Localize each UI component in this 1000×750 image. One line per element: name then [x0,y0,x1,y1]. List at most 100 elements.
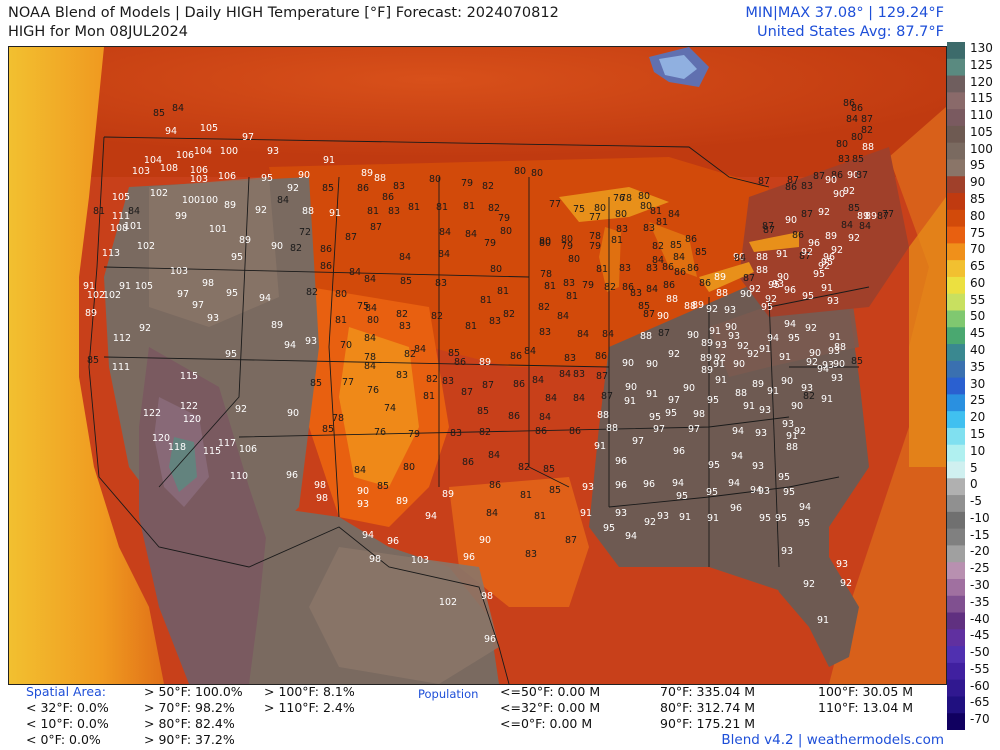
temperature-label: 91 [821,283,833,294]
temperature-label: 72 [299,227,311,238]
colorbar-swatch [947,293,965,311]
temperature-label: 88 [606,423,618,434]
temperature-label: 94 [817,364,829,375]
temperature-label: 102 [87,290,105,301]
temperature-label: 85 [695,247,707,258]
lake-erie [699,262,754,292]
temperature-label: 79 [582,280,594,291]
colorbar-label: 50 [970,309,986,324]
temperature-label: 88 [666,294,678,305]
temperature-label: 86 [569,426,581,437]
colorbar-swatch [947,75,965,93]
temperature-label: 89 [692,300,704,311]
population-110: 110°F: 13.04 M [818,700,914,715]
colorbar-label: -60 [970,678,990,693]
temperature-label: 83 [643,223,655,234]
temperature-label: 103 [170,266,188,277]
temperature-label: 93 [728,331,740,342]
temperature-label: 98 [314,480,326,491]
colorbar-label: 25 [970,393,986,408]
temperature-label: 93 [801,383,813,394]
temperature-label: 118 [168,442,186,453]
temperature-label: 79 [408,429,420,440]
temperature-label: 94 [732,426,744,437]
temperature-label: 95 [676,491,688,502]
temperature-label: 89 [701,365,713,376]
spatial-gt90: > 90°F: 37.2% [144,732,235,747]
temperature-label: 93 [836,559,848,570]
temperature-label: 102 [103,290,121,301]
temperature-label: 80 [836,139,848,150]
temperature-label: 90 [687,330,699,341]
min-max-readout: MIN|MAX 37.08° | 129.24°F [745,5,944,21]
temperature-label: 91 [715,375,727,386]
temperature-label: 88 [716,288,728,299]
colorbar-label: 0 [970,477,978,492]
temperature-label: 76 [367,385,379,396]
temperature-label: 93 [715,340,727,351]
temperature-label: 81 [436,202,448,213]
temperature-label: 83 [616,224,628,235]
temperature-label: 83 [646,263,658,274]
temperature-label: 81 [520,490,532,501]
temperature-label: 115 [180,371,198,382]
colorbar-label: 120 [970,74,993,89]
temperature-map[interactable]: 84 85 94 105 104 100 106 106 104 103 108 103 106 102 1… [8,46,947,685]
colorbar-swatch [947,327,965,345]
temperature-label: 87 [763,225,775,236]
temperature-label: 90 [791,401,803,412]
temperature-label: 96 [286,470,298,481]
spatial-gt100: > 100°F: 8.1% [264,684,355,699]
colorbar-label: 90 [970,175,986,190]
temperature-label: 92 [139,323,151,334]
temperature-label: 83 [573,369,585,380]
temperature-label: 84 [364,361,376,372]
atlantic-field [829,107,946,684]
temperature-label: 87 [877,211,889,222]
temperature-label: 83 [388,206,400,217]
temperature-label: 90 [287,408,299,419]
temperature-label: 92 [668,349,680,360]
temperature-label: 96 [673,446,685,457]
temperature-label: 84 [465,229,477,240]
temperature-label: 87 [482,380,494,391]
temperature-label: 90 [847,170,859,181]
temperature-label: 82 [488,203,500,214]
temperature-label: 80 [403,462,415,473]
temperature-label: 92 [801,247,813,258]
temperature-label: 92 [747,349,759,360]
temperature-label: 77 [342,377,354,388]
colorbar-swatch [947,713,965,730]
footer-credit[interactable]: Blend v4.2 | weathermodels.com [721,732,944,748]
temperature-label: 92 [805,323,817,334]
colorbar-swatch [947,344,965,362]
temperature-label: 103 [132,166,150,177]
colorbar-label: -5 [970,494,982,509]
temperature-label: 97 [192,300,204,311]
temperature-label: 87 [799,251,811,262]
colorbar-swatch [947,427,965,446]
pacific-field [9,47,164,684]
temperature-label: 88 [640,331,652,342]
colorbar-label: 65 [970,259,986,274]
temperature-label: 89 [752,379,764,390]
spatial-gt70: > 70°F: 98.2% [144,700,235,715]
temperature-label: 91 [713,359,725,370]
temperature-label: 85 [851,356,863,367]
temperature-label: 80 [531,168,543,179]
temperature-label: 90 [625,382,637,393]
temperature-label: 82 [803,391,815,402]
temperature-label: 93 [267,146,279,157]
temperature-label: 82 [861,125,873,136]
temperature-label: 70 [340,340,352,351]
temperature-label: 84 [364,333,376,344]
temperature-label: 81 [93,206,105,217]
temperature-label: 84 [488,450,500,461]
spatial-lt10: < 10°F: 0.0% [26,716,109,731]
temperature-label: 81 [544,281,556,292]
temperature-label: 91 [779,352,791,363]
temperature-label: 87 [813,171,825,182]
temperature-label: 115 [203,446,221,457]
temperature-label: 87 [565,535,577,546]
temperature-label: 97 [653,424,665,435]
